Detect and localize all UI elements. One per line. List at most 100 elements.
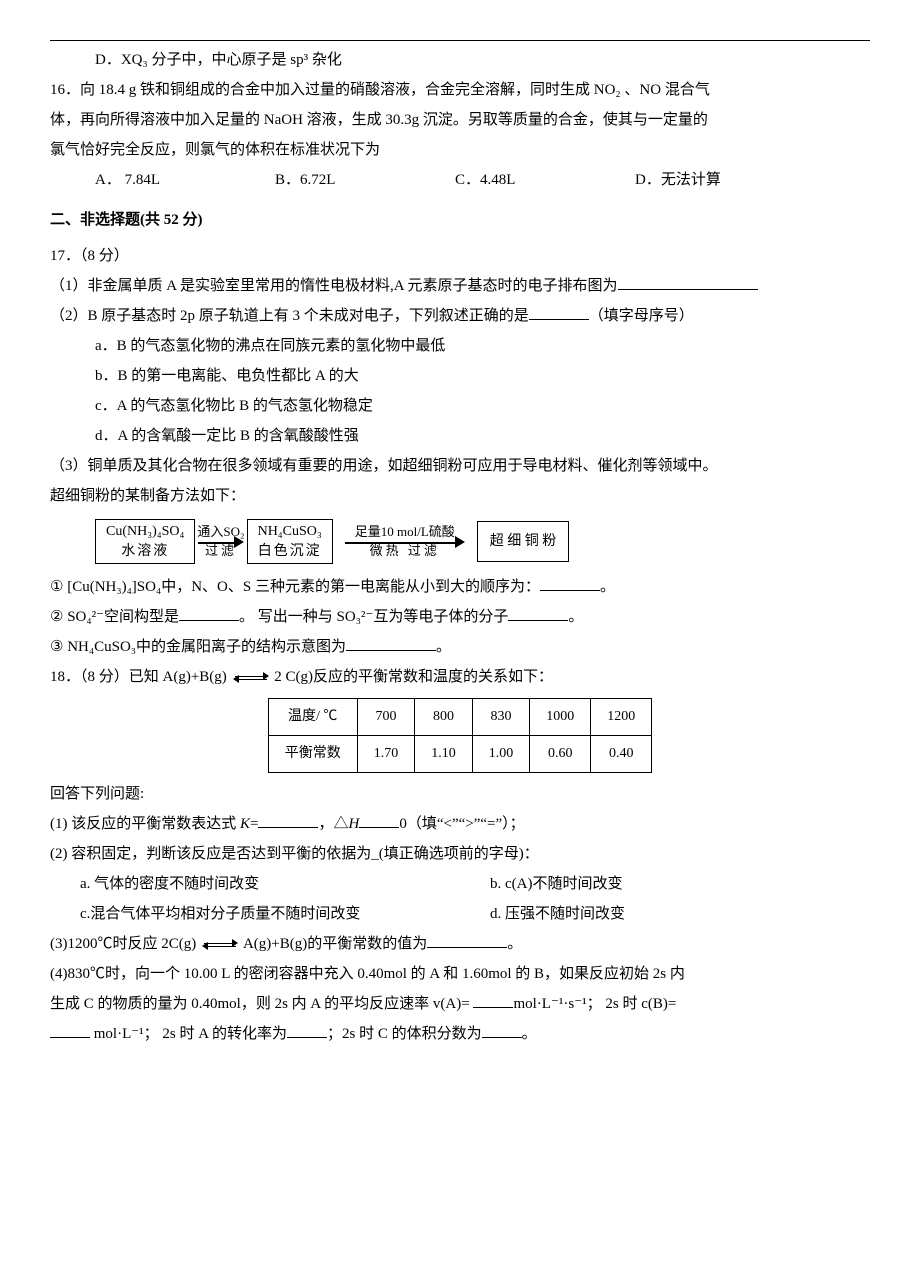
q18-part4-line3: mol·L⁻¹； 2s 时 A 的转化率为 ；2s 时 C 的体积分数为 。 <box>50 1019 870 1049</box>
q18-p2-row1: a. 气体的密度不随时间改变 b. c(A)不随时间改变 <box>50 869 870 899</box>
table-cell: 0.60 <box>530 736 591 773</box>
q18-answer-prompt: 回答下列问题: <box>50 779 870 809</box>
table-cell: 0.40 <box>591 736 652 773</box>
table-row: 平衡常数 1.70 1.10 1.00 0.60 0.40 <box>268 736 652 773</box>
q17-sub3: ③ NH₄CuSO₃中的金属阳离子的结构示意图为 。 <box>50 632 870 662</box>
q18-p4-c: mol·L⁻¹·s⁻¹； 2s 时 c(B)= <box>513 996 676 1012</box>
flow-box1-bot: 水溶液 <box>106 542 184 562</box>
flow-box3-text: 超 细 铜 粉 <box>490 534 557 549</box>
table-cell: 1200 <box>591 699 652 736</box>
q18-p2-opt-d: d. 压强不随时间改变 <box>460 899 870 929</box>
q18-p4-blank2 <box>50 1022 90 1038</box>
q17-s2-period: 。 <box>568 609 583 625</box>
q16-stem-line3: 氯气恰好完全反应，则氯气的体积在标准状况下为 <box>50 135 870 165</box>
q18-p1-K: K <box>240 816 250 832</box>
table-cell: 700 <box>357 699 415 736</box>
table-cell: 1.70 <box>357 736 415 773</box>
equilibrium-arrows-icon <box>200 937 240 952</box>
q18-p3-blank <box>427 932 507 948</box>
section-2-heading: 二、非选择题(共 52 分) <box>50 205 870 235</box>
q17-p2-opt-c: c．A 的气态氢化物比 B 的气态氢化物稳定 <box>50 391 870 421</box>
q18-part3: (3)1200℃时反应 2C(g) A(g)+B(g)的平衡常数的值为 。 <box>50 929 870 959</box>
flow-box-2: NH₄CuSO₃ 白色沉淀 <box>247 519 333 564</box>
table-cell: 平衡常数 <box>268 736 357 773</box>
q15-option-d: D．XQ₃ 分子中，中心原子是 sp³ 杂化 <box>50 45 870 75</box>
q16-stem-line2: 体，再向所得溶液中加入足量的 NaOH 溶液，生成 30.3g 沉淀。另取等质量… <box>50 105 870 135</box>
q17-p2-opt-b: b．B 的第一电离能、电负性都比 A 的大 <box>50 361 870 391</box>
flow-arrow-2: 足量10 mol/L硫酸 微热 过滤 <box>335 524 475 560</box>
table-cell: 830 <box>472 699 530 736</box>
q17-s3-period: 。 <box>436 639 451 655</box>
table-cell: 1000 <box>530 699 591 736</box>
q16-stem-line1: 16．向 18.4 g 铁和铜组成的合金中加入过量的硝酸溶液，合金完全溶解，同时… <box>50 75 870 105</box>
table-row: 温度/ ℃ 700 800 830 1000 1200 <box>268 699 652 736</box>
q17-s3-text: ③ NH₄CuSO₃中的金属阳离子的结构示意图为 <box>50 639 346 655</box>
q18-head: 18．（8 分）已知 A(g)+B(g) 2 C(g)反应的平衡常数和温度的关系… <box>50 662 870 692</box>
page-top-rule <box>50 40 870 41</box>
q18-p4-b: 生成 C 的物质的量为 0.40mol，则 2s 内 A 的平均反应速率 v(A… <box>50 996 473 1012</box>
q17-s2-text-a: ② SO₄²⁻空间构型是 <box>50 609 179 625</box>
table-cell: 温度/ ℃ <box>268 699 357 736</box>
q18-p4-e: ；2s 时 C 的体积分数为 <box>327 1026 482 1042</box>
q17-part3-line1: （3）铜单质及其化合物在很多领域有重要的用途，如超细铜粉可应用于导电材料、催化剂… <box>50 451 870 481</box>
q17-s3-blank <box>346 635 436 651</box>
q17-sub2: ② SO₄²⁻空间构型是 。 写出一种与 SO₃²⁻互为等电子体的分子 。 <box>50 602 870 632</box>
q18-p1-blank1 <box>258 812 318 828</box>
q18-p2-opt-b: b. c(A)不随时间改变 <box>460 869 870 899</box>
flow-arrow-1: 通入SO₂ 过滤 <box>197 524 244 560</box>
q18-p4-d: mol·L⁻¹； 2s 时 A 的转化率为 <box>90 1026 287 1042</box>
q18-p1-c: 0（填“<”“>”“=”）； <box>399 816 524 832</box>
table-cell: 1.10 <box>415 736 473 773</box>
q18-p3-a: (3)1200℃时反应 2C(g) <box>50 936 196 952</box>
q16-option-d: D．无法计算 <box>635 165 721 195</box>
q18-p3-b: A(g)+B(g)的平衡常数的值为 <box>243 936 427 952</box>
table-cell: 800 <box>415 699 473 736</box>
q18-head-b: 2 C(g)反应的平衡常数和温度的关系如下： <box>274 669 553 685</box>
table-cell: 1.00 <box>472 736 530 773</box>
flow-diagram: Cu(NH₃)₄SO₄ 水溶液 通入SO₂ 过滤 NH₄CuSO₃ 白色沉淀 足… <box>50 519 870 564</box>
q18-p1-a: (1) 该反应的平衡常数表达式 <box>50 816 236 832</box>
flow-box1-top: Cu(NH₃)₄SO₄ <box>106 522 184 542</box>
q16-option-c: C．4.48L <box>455 165 635 195</box>
q17-s2-blank1 <box>179 605 239 621</box>
flow-box2-top: NH₄CuSO₃ <box>258 522 322 542</box>
q18-p3-c: 。 <box>507 936 522 952</box>
flow-box-3: 超 细 铜 粉 <box>477 521 570 563</box>
q17-s2-blank2 <box>508 605 568 621</box>
q17-part1: （1）非金属单质 A 是实验室里常用的惰性电极材料,A 元素原子基态时的电子排布… <box>50 271 870 301</box>
q18-part4-line1: (4)830℃时，向一个 10.00 L 的密闭容器中充入 0.40mol 的 … <box>50 959 870 989</box>
q18-p1-b: ，△ <box>318 816 348 832</box>
q17-s1-blank <box>540 575 600 591</box>
arrow-icon <box>198 537 244 547</box>
q16-options: A． 7.84L B．6.72L C．4.48L D．无法计算 <box>50 165 870 195</box>
q17-p2-opt-a: a．B 的气态氢化物的沸点在同族元素的氢化物中最低 <box>50 331 870 361</box>
q18-p1-H: H <box>349 816 360 832</box>
q17-sub1: ① [Cu(NH₃)₄]SO₄中，N、O、S 三种元素的第一电离能从小到大的顺序… <box>50 572 870 602</box>
q18-p1-eq: = <box>250 816 258 832</box>
q16-option-a: A． 7.84L <box>95 165 275 195</box>
flow-box2-bot: 白色沉淀 <box>258 542 322 562</box>
q18-p2-opt-a: a. 气体的密度不随时间改变 <box>50 869 460 899</box>
q17-p2-opt-d: d．A 的含氧酸一定比 B 的含氧酸酸性强 <box>50 421 870 451</box>
q17-p1-blank <box>618 274 758 290</box>
flow-box-1: Cu(NH₃)₄SO₄ 水溶液 <box>95 519 195 564</box>
arrow-icon <box>345 537 465 547</box>
q18-p4-blank3 <box>287 1022 327 1038</box>
q18-p2-row2: c.混合气体平均相对分子质量不随时间改变 d. 压强不随时间改变 <box>50 899 870 929</box>
q17-head: 17．（8 分） <box>50 241 870 271</box>
q17-p2-text-a: （2）B 原子基态时 2p 原子轨道上有 3 个未成对电子，下列叙述正确的是 <box>50 308 529 324</box>
q16-option-b: B．6.72L <box>275 165 455 195</box>
q18-part1: (1) 该反应的平衡常数表达式 K= ，△H 0（填“<”“>”“=”）； <box>50 809 870 839</box>
q17-part3-line2: 超细铜粉的某制备方法如下： <box>50 481 870 511</box>
equilibrium-arrows-icon <box>231 670 271 685</box>
q17-s1-text: ① [Cu(NH₃)₄]SO₄中，N、O、S 三种元素的第一电离能从小到大的顺序… <box>50 579 540 595</box>
q17-p2-blank <box>529 304 589 320</box>
equilibrium-table: 温度/ ℃ 700 800 830 1000 1200 平衡常数 1.70 1.… <box>268 698 653 773</box>
q18-head-a: 18．（8 分）已知 A(g)+B(g) <box>50 669 227 685</box>
q17-p2-text-b: （填字母序号） <box>589 308 694 324</box>
q17-s2-text-b: 。 写出一种与 SO₃²⁻互为等电子体的分子 <box>239 609 508 625</box>
q18-part4-line2: 生成 C 的物质的量为 0.40mol，则 2s 内 A 的平均反应速率 v(A… <box>50 989 870 1019</box>
q18-p4-f: 。 <box>522 1026 537 1042</box>
q18-part2: (2) 容积固定，判断该反应是否达到平衡的依据为_(填正确选项前的字母)： <box>50 839 870 869</box>
q18-p2-opt-c: c.混合气体平均相对分子质量不随时间改变 <box>50 899 460 929</box>
